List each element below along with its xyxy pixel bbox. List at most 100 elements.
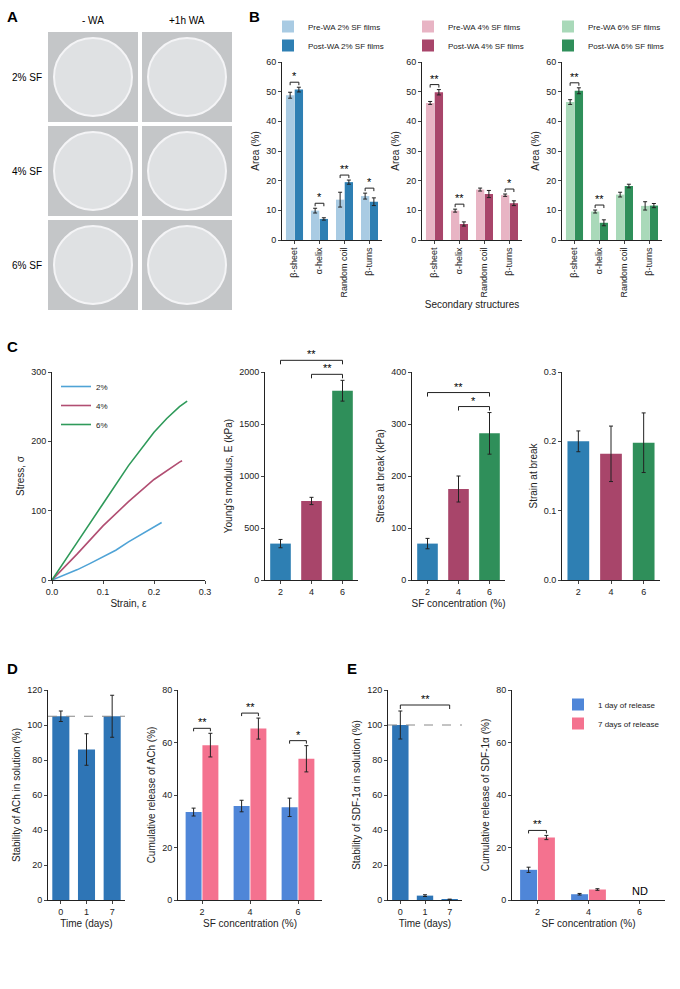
svg-text:**: **	[595, 193, 604, 205]
svg-text:60: 60	[496, 738, 506, 748]
svg-text:Young's modulus, E (kPa): Young's modulus, E (kPa)	[223, 419, 234, 533]
svg-text:Stress at break (kPa): Stress at break (kPa)	[375, 429, 386, 523]
svg-text:0: 0	[411, 235, 416, 245]
svg-text:1500: 1500	[239, 419, 259, 429]
svg-text:β-sheet: β-sheet	[429, 247, 439, 278]
svg-text:E: E	[347, 660, 357, 677]
svg-text:α-helix: α-helix	[594, 247, 604, 274]
svg-text:0.3: 0.3	[544, 367, 557, 377]
svg-text:0: 0	[377, 895, 382, 905]
svg-text:2: 2	[278, 587, 283, 597]
svg-text:*: *	[507, 177, 512, 189]
svg-text:**: **	[570, 71, 579, 83]
svg-text:**: **	[246, 701, 255, 713]
svg-text:Pre-WA 6% SF films: Pre-WA 6% SF films	[588, 23, 660, 32]
svg-text:*: *	[367, 176, 372, 188]
svg-text:50: 50	[406, 87, 416, 97]
svg-text:0: 0	[401, 575, 406, 585]
svg-text:60: 60	[162, 738, 172, 748]
svg-text:- WA: - WA	[82, 15, 104, 26]
svg-text:1: 1	[422, 907, 427, 917]
svg-text:100: 100	[391, 523, 406, 533]
svg-text:40: 40	[32, 825, 42, 835]
svg-text:+1h WA: +1h WA	[169, 15, 205, 26]
svg-text:120: 120	[367, 685, 382, 695]
svg-text:20: 20	[496, 843, 506, 853]
svg-text:**: **	[430, 73, 439, 85]
svg-text:**: **	[307, 348, 316, 360]
svg-text:20: 20	[32, 860, 42, 870]
svg-text:4% SF: 4% SF	[12, 166, 42, 177]
svg-text:100: 100	[367, 720, 382, 730]
svg-text:0.2: 0.2	[148, 587, 161, 597]
svg-text:β-turns: β-turns	[644, 247, 654, 276]
svg-text:500: 500	[244, 523, 259, 533]
svg-text:4: 4	[456, 587, 461, 597]
svg-text:0: 0	[41, 575, 46, 585]
svg-text:ND: ND	[632, 885, 648, 897]
svg-text:D: D	[7, 660, 18, 677]
svg-text:Random coil: Random coil	[479, 248, 489, 298]
svg-text:Random coil: Random coil	[619, 248, 629, 298]
svg-text:2% SF: 2% SF	[12, 72, 42, 83]
svg-text:20: 20	[266, 176, 276, 186]
svg-text:0.0: 0.0	[544, 575, 557, 585]
svg-text:40: 40	[406, 116, 416, 126]
svg-text:300: 300	[391, 419, 406, 429]
svg-text:β-turns: β-turns	[504, 247, 514, 276]
svg-text:**: **	[533, 818, 542, 830]
svg-text:0: 0	[398, 907, 403, 917]
svg-text:A: A	[7, 8, 18, 25]
svg-text:2: 2	[199, 907, 204, 917]
svg-text:100: 100	[27, 720, 42, 730]
svg-text:*: *	[292, 70, 297, 82]
svg-text:Post-WA 2% SF films: Post-WA 2% SF films	[308, 42, 384, 51]
svg-text:10: 10	[266, 205, 276, 215]
svg-text:Stress, σ: Stress, σ	[15, 455, 26, 496]
svg-text:2%: 2%	[96, 383, 108, 392]
svg-text:*: *	[317, 191, 322, 203]
svg-text:2: 2	[535, 907, 540, 917]
svg-text:4: 4	[309, 587, 314, 597]
svg-text:0: 0	[254, 575, 259, 585]
svg-text:Random coil: Random coil	[339, 248, 349, 298]
svg-text:B: B	[249, 8, 260, 25]
svg-text:C: C	[7, 338, 18, 355]
svg-text:30: 30	[266, 146, 276, 156]
svg-text:1 day of release: 1 day of release	[598, 701, 655, 710]
svg-text:6: 6	[487, 587, 492, 597]
svg-text:SF concentration (%): SF concentration (%)	[203, 918, 297, 929]
svg-text:Cumulative release of ACh (%): Cumulative release of ACh (%)	[146, 727, 157, 864]
svg-text:2: 2	[576, 587, 581, 597]
svg-text:1000: 1000	[239, 471, 259, 481]
svg-text:80: 80	[32, 755, 42, 765]
svg-text:20: 20	[546, 176, 556, 186]
svg-text:Stability of ACh in solution (: Stability of ACh in solution (%)	[11, 728, 22, 862]
svg-text:Area (%): Area (%)	[530, 131, 541, 170]
svg-text:40: 40	[266, 116, 276, 126]
svg-text:40: 40	[546, 116, 556, 126]
svg-text:6: 6	[340, 587, 345, 597]
svg-text:100: 100	[31, 506, 46, 516]
svg-text:0: 0	[58, 907, 63, 917]
svg-text:2000: 2000	[239, 367, 259, 377]
svg-text:10: 10	[546, 205, 556, 215]
svg-text:Strain at break: Strain at break	[528, 442, 539, 508]
svg-text:60: 60	[546, 57, 556, 67]
svg-text:SF concentration (%): SF concentration (%)	[412, 598, 506, 609]
svg-text:4: 4	[586, 907, 591, 917]
svg-text:Time (days): Time (days)	[399, 918, 451, 929]
svg-text:40: 40	[496, 790, 506, 800]
svg-text:60: 60	[32, 790, 42, 800]
svg-text:*: *	[471, 395, 476, 407]
svg-text:α-helix: α-helix	[454, 247, 464, 274]
svg-text:Stability of SDF-1α in solutio: Stability of SDF-1α in solution (%)	[351, 720, 362, 870]
svg-text:α-helix: α-helix	[314, 247, 324, 274]
svg-text:0.1: 0.1	[97, 587, 110, 597]
svg-text:6: 6	[295, 907, 300, 917]
svg-text:0: 0	[551, 235, 556, 245]
svg-text:6%: 6%	[96, 421, 108, 430]
svg-text:10: 10	[406, 205, 416, 215]
svg-text:30: 30	[406, 146, 416, 156]
svg-text:β-sheet: β-sheet	[289, 247, 299, 278]
